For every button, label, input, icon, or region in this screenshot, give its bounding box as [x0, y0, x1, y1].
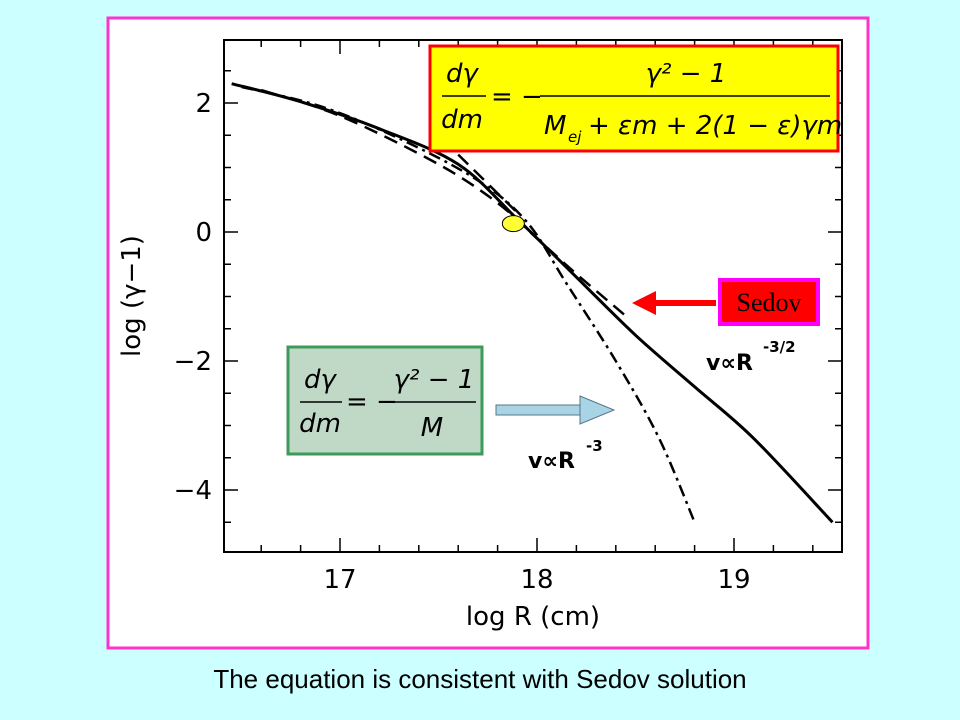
simple-equation-box: dγ dm = − γ² − 1 M — [286, 345, 484, 456]
y-tick-label: −4 — [174, 476, 212, 506]
simple-eq-lhs-den: dm — [299, 409, 341, 439]
x-tick-label: 17 — [323, 565, 356, 595]
simple-eq-rhs-num: γ² − 1 — [394, 365, 475, 395]
full-eq-lhs-den: dm — [441, 105, 483, 135]
simple-eq-rhs-den: M — [421, 413, 443, 443]
x-tick-label: 18 — [520, 565, 553, 595]
sedov-label: Sedov — [737, 288, 802, 317]
full-eq-rhs-den-m: M — [544, 111, 566, 141]
transition-marker — [501, 215, 525, 233]
full-equation-box: dγ dm = − γ² − 1 M ej + εm + 2(1 − ε)γm — [428, 44, 842, 153]
annotation-v-r-three: v∝R — [528, 449, 575, 474]
y-tick-label: −2 — [174, 347, 212, 377]
annotation-exponent-three: -3 — [586, 437, 603, 455]
simple-eq-lhs-num: dγ — [304, 365, 338, 395]
annotation-v-r-three-halves: v∝R — [706, 351, 753, 376]
curves — [231, 82, 834, 524]
axis-ticks — [224, 40, 842, 552]
y-tick-label: 2 — [195, 89, 212, 119]
annotation-exponent-three-halves: -3/2 — [763, 338, 796, 356]
y-axis-label: log (γ−1) — [117, 235, 147, 357]
full-eq-equals: = − — [491, 82, 543, 112]
x-axis-label: log R (cm) — [466, 602, 600, 632]
sedov-label-box — [718, 278, 820, 326]
full-eq-rhs-den-sub: ej — [568, 128, 582, 146]
y-tick-label: 0 — [195, 218, 212, 248]
full-eq-lhs-num: dγ — [446, 59, 480, 89]
simple-eq-equals: = − — [346, 387, 398, 417]
sedov-arrow — [632, 291, 716, 315]
x-tick-label: 19 — [717, 565, 750, 595]
slide-caption: The equation is consistent with Sedov so… — [213, 664, 747, 694]
full-eq-rhs-num: γ² − 1 — [646, 59, 727, 89]
curve-dashdot — [241, 85, 696, 523]
blue-arrow — [495, 395, 616, 425]
full-eq-rhs-den-rest: + εm + 2(1 − ε)γm — [588, 111, 842, 141]
curve-dashed — [260, 88, 627, 317]
